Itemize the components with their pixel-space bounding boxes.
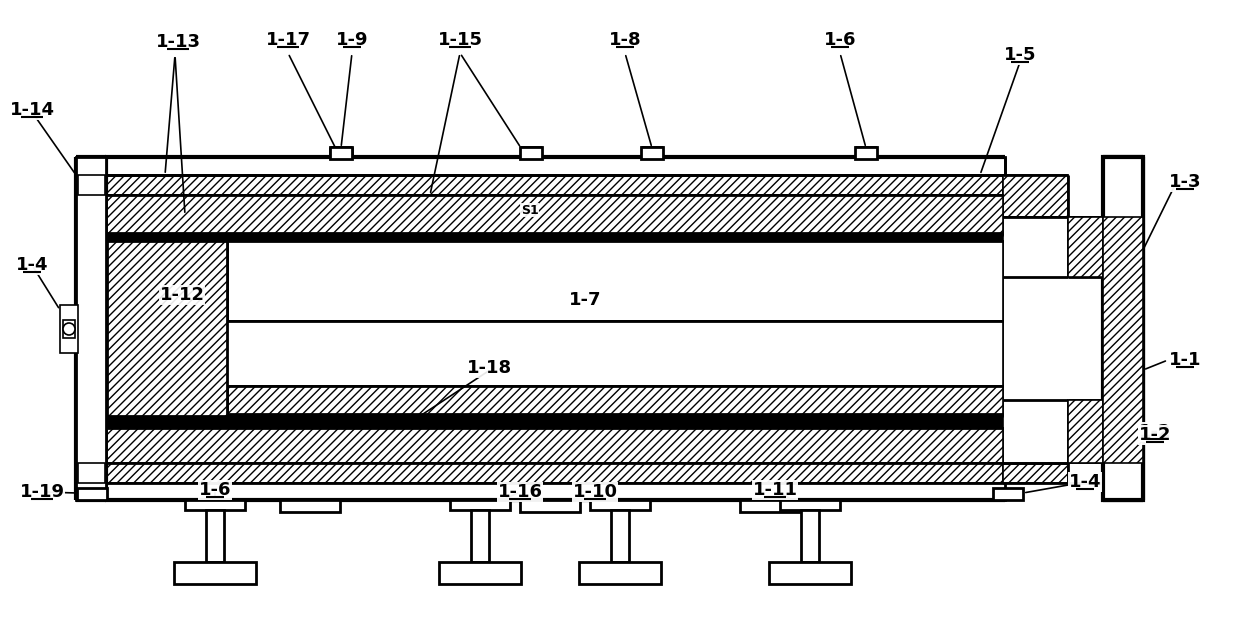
Bar [769,562,851,584]
Text: 1-6: 1-6 [823,31,857,49]
Bar [1068,217,1104,277]
Bar [1068,400,1104,463]
Text: 1-18: 1-18 [467,359,512,377]
Bar [107,241,227,416]
Text: 1-13: 1-13 [155,33,201,51]
Circle shape [63,323,74,335]
Text: S1: S1 [521,203,539,217]
Bar [105,157,1004,175]
Bar [611,510,629,562]
Bar [78,463,105,483]
Bar [107,386,1003,416]
Bar [107,321,1003,386]
Bar [174,562,255,584]
Bar [60,305,78,353]
Bar [590,500,650,510]
Bar [471,510,489,562]
Bar [330,147,352,159]
Text: 1-11: 1-11 [753,481,797,499]
Bar [107,241,1003,321]
Bar [105,483,1004,500]
Bar [107,428,1003,463]
Text: 1-5: 1-5 [1003,46,1037,64]
Text: 1-3: 1-3 [1169,173,1202,191]
Text: 1-15: 1-15 [438,31,482,49]
Text: 1-19: 1-19 [20,483,64,501]
Bar [780,500,839,510]
Bar [993,488,1023,500]
Text: 1-12: 1-12 [160,286,205,304]
Text: 1-2: 1-2 [1138,423,1172,441]
Bar [439,562,521,584]
Text: 1-4: 1-4 [16,256,48,274]
Text: 1-10: 1-10 [573,483,618,501]
Bar [107,175,1003,195]
Bar [77,488,107,500]
Text: 1-4: 1-4 [1069,473,1101,491]
Bar [107,233,1003,241]
Text: 1-8: 1-8 [609,31,641,49]
Bar [107,414,1003,428]
Bar [1003,175,1068,217]
Bar [63,320,74,338]
Bar [105,157,1004,175]
Bar [641,147,663,159]
Bar [206,510,224,562]
Bar [185,500,246,510]
Bar [520,500,580,512]
Bar [450,500,510,510]
Bar [801,510,818,562]
Bar [76,157,105,500]
Bar [78,175,105,195]
Bar [856,147,877,159]
Bar [579,562,661,584]
Text: 1-9: 1-9 [336,31,368,49]
Text: 1-6: 1-6 [198,481,231,499]
Text: 1-1: 1-1 [1169,351,1202,369]
Text: 1-2: 1-2 [1138,426,1172,444]
Text: 1-14: 1-14 [10,101,55,119]
Bar [1104,157,1143,500]
Text: 1-16: 1-16 [497,483,542,501]
Bar [107,195,1003,235]
Bar [1003,217,1104,463]
Bar [1104,217,1143,463]
Bar [740,500,800,512]
Bar [520,147,542,159]
Bar [107,463,1003,483]
Text: 1-17: 1-17 [265,31,310,49]
Bar [280,500,340,512]
Bar [1003,463,1068,483]
Text: 1-7: 1-7 [569,291,601,309]
